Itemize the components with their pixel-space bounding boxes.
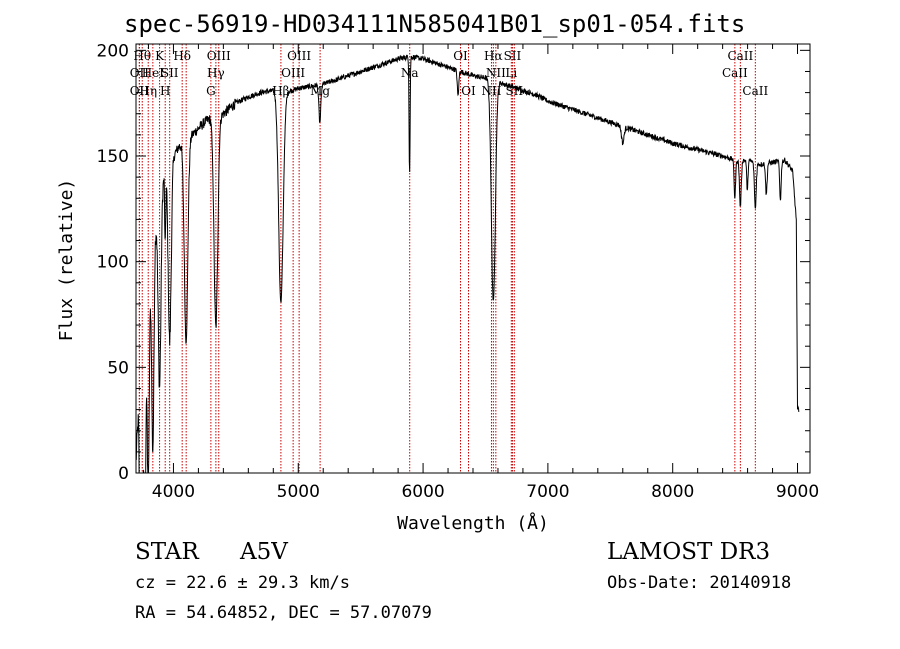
line-label: OII — [130, 84, 150, 98]
spectrum-line — [135, 54, 800, 474]
coordinates: RA = 54.64852, DEC = 57.07079 — [135, 603, 432, 623]
line-label: G — [206, 84, 216, 98]
y-tick-label: 50 — [107, 358, 129, 378]
line-label: SII — [505, 84, 523, 98]
line-label: OI — [453, 49, 468, 63]
x-tick-label: 4000 — [152, 482, 195, 502]
line-label: CaII — [727, 49, 753, 63]
line-label: Hα — [484, 49, 503, 63]
line-label: CaII — [722, 66, 748, 80]
line-label: H — [160, 84, 170, 98]
line-label: Hθ — [133, 49, 151, 63]
line-label: Hγ — [207, 66, 225, 80]
line-label: NII — [486, 66, 506, 80]
line-label: OII — [130, 66, 150, 80]
line-label: OIII — [287, 49, 311, 63]
line-label: Hδ — [173, 49, 191, 63]
y-tick-label: 150 — [97, 147, 129, 167]
line-label: OIII — [207, 49, 231, 63]
survey-name: LAMOST DR3 — [607, 539, 771, 565]
x-tick-label: 8000 — [651, 482, 694, 502]
y-tick-label: 100 — [97, 253, 129, 273]
y-tick-label: 200 — [97, 41, 129, 61]
line-label: SII — [161, 66, 179, 80]
line-label: CaII — [742, 84, 768, 98]
x-tick-label: 5000 — [277, 482, 320, 502]
x-tick-label: 7000 — [526, 482, 569, 502]
x-tick-label: 9000 — [776, 482, 819, 502]
y-tick-label: 0 — [118, 464, 129, 484]
line-label: NII — [481, 84, 501, 98]
line-label: K — [155, 49, 165, 63]
line-label: Na — [401, 66, 419, 80]
line-label: Hβ — [272, 84, 289, 98]
object-class: STAR — [135, 539, 199, 565]
plot-frame — [135, 43, 811, 474]
chart-title: spec-56919-HD034111N585041B01_sp01-054.f… — [124, 10, 746, 38]
line-label: OI — [461, 84, 476, 98]
redshift-velocity: cz = 22.6 ± 29.3 km/s — [135, 573, 350, 593]
spectral-line-labels: OII OII Hθ Hη HeI K H SII Hδ G Hγ OIII Hβ OIII OIII Mg N… — [130, 49, 769, 98]
line-label: Mg — [310, 84, 330, 98]
y-axis-label: Flux (relative) — [56, 179, 77, 342]
axis-ticks: 4000 5000 6000 7000 8000 9000 0 50 100 150 200 — [97, 41, 820, 502]
line-label: SII — [504, 49, 522, 63]
object-subclass: A5V — [240, 539, 288, 565]
line-label: Hη — [139, 84, 157, 98]
observation-date: Obs-Date: 20140918 — [607, 573, 792, 593]
x-tick-label: 6000 — [401, 482, 444, 502]
line-label: Li — [505, 66, 517, 80]
line-label: OIII — [281, 66, 305, 80]
x-axis-label: Wavelength (Å) — [397, 512, 549, 534]
spectral-line-markers — [138, 44, 756, 473]
line-label: HeI — [142, 66, 165, 80]
